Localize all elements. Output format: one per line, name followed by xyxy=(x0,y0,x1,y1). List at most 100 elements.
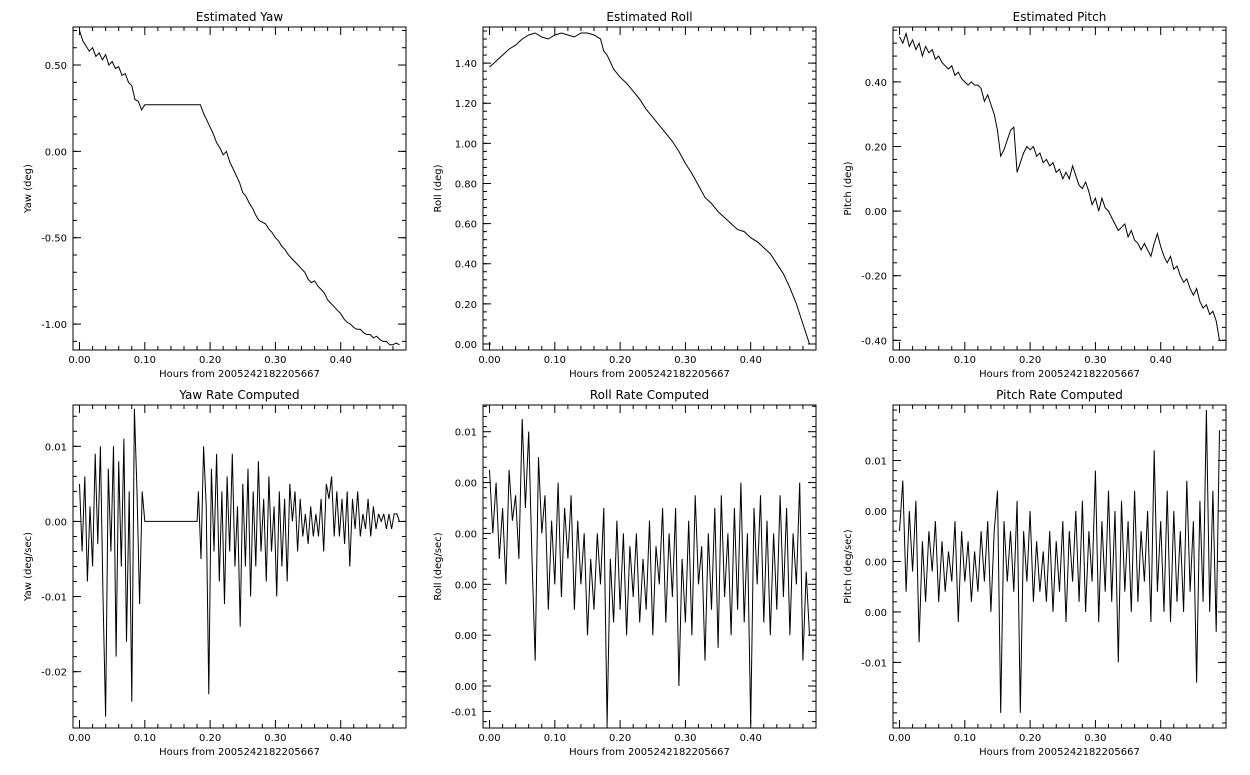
x-tick-label-pitch: 0.10 xyxy=(954,355,976,366)
plot-frame-pitch xyxy=(892,26,1227,351)
chart-title-pitch: Estimated Pitch xyxy=(1013,10,1107,24)
y-tick-label-pitch: -0.40 xyxy=(861,336,887,347)
x-tick-label-roll-rate: 0.40 xyxy=(740,733,762,744)
series-line-yaw xyxy=(79,30,400,346)
y-tick-label-pitch: 0.20 xyxy=(865,143,887,154)
x-tick-label-roll: 0.20 xyxy=(609,355,631,366)
x-tick-label-pitch: 0.20 xyxy=(1019,355,1041,366)
chart-pitch-rate: Pitch Rate Computed Hours from 2005242182… xyxy=(843,388,1227,758)
y-tick-label-yaw-rate: 0.01 xyxy=(45,442,67,453)
x-tick-label-yaw-rate: 0.20 xyxy=(199,733,221,744)
chart-yaw: Estimated Yaw Hours from 2005242182205667… xyxy=(23,10,407,380)
y-tick-label-roll: 0.20 xyxy=(455,300,477,311)
y-tick-label-roll-rate: 0.00 xyxy=(455,631,477,642)
y-axis-label-pitch: Pitch (deg) xyxy=(843,161,854,215)
plot-frame-roll xyxy=(482,26,817,351)
chart-title-pitch-rate: Pitch Rate Computed xyxy=(996,388,1123,402)
y-tick-label-pitch: 0.00 xyxy=(865,207,887,218)
y-axis-label-roll: Roll (deg) xyxy=(433,164,444,212)
x-tick-label-yaw: 0.10 xyxy=(134,355,156,366)
y-tick-label-roll-rate: 0.00 xyxy=(455,682,477,693)
y-tick-label-pitch: 0.40 xyxy=(865,78,887,89)
y-tick-label-pitch-rate: 0.01 xyxy=(865,457,887,468)
y-tick-label-yaw-rate: -0.01 xyxy=(41,593,67,604)
y-tick-label-roll-rate: 0.00 xyxy=(455,529,477,540)
series-line-pitch-rate xyxy=(899,409,1220,713)
y-tick-label-pitch-rate: 0.00 xyxy=(865,557,887,568)
series-line-roll xyxy=(489,32,810,345)
x-tick-label-roll-rate: 0.00 xyxy=(478,733,500,744)
plot-frame-roll-rate xyxy=(482,404,817,729)
x-axis-label-pitch-rate: Hours from 2005242182205667 xyxy=(979,747,1140,758)
x-tick-label-yaw: 0.20 xyxy=(199,355,221,366)
y-tick-label-roll: 0.60 xyxy=(455,220,477,231)
x-tick-label-yaw-rate: 0.00 xyxy=(68,733,90,744)
chart-yaw-rate: Yaw Rate Computed Hours from 200524218220… xyxy=(23,388,407,758)
x-axis-label-pitch: Hours from 2005242182205667 xyxy=(979,369,1140,380)
y-tick-label-roll-rate: -0.01 xyxy=(451,707,477,718)
series-line-yaw-rate xyxy=(79,408,400,717)
y-tick-label-pitch-rate: 0.00 xyxy=(865,507,887,518)
y-tick-label-pitch-rate: 0.00 xyxy=(865,608,887,619)
plot-frame-yaw-rate xyxy=(72,404,407,729)
x-tick-label-yaw: 0.40 xyxy=(330,355,352,366)
x-tick-label-pitch-rate: 0.00 xyxy=(888,733,910,744)
x-tick-label-yaw-rate: 0.30 xyxy=(264,733,286,744)
y-axis-label-pitch-rate: Pitch (deg/sec) xyxy=(843,529,854,604)
x-tick-label-roll: 0.00 xyxy=(478,355,500,366)
x-tick-label-yaw-rate: 0.40 xyxy=(330,733,352,744)
plot-frame-pitch-rate xyxy=(892,404,1227,729)
x-tick-label-roll: 0.30 xyxy=(674,355,696,366)
y-tick-label-roll: 1.40 xyxy=(455,59,477,70)
chart-title-roll-rate: Roll Rate Computed xyxy=(590,388,709,402)
y-tick-label-roll-rate: 0.00 xyxy=(455,479,477,490)
y-tick-label-roll: 0.40 xyxy=(455,260,477,271)
x-tick-label-pitch: 0.00 xyxy=(888,355,910,366)
x-tick-label-roll-rate: 0.10 xyxy=(544,733,566,744)
y-tick-label-pitch: -0.20 xyxy=(861,272,887,283)
x-tick-label-pitch-rate: 0.30 xyxy=(1084,733,1106,744)
x-tick-label-pitch: 0.30 xyxy=(1084,355,1106,366)
y-tick-label-yaw: 0.00 xyxy=(45,147,67,158)
y-tick-label-yaw-rate: -0.02 xyxy=(41,668,67,679)
x-tick-label-yaw-rate: 0.10 xyxy=(134,733,156,744)
y-tick-label-roll-rate: 0.01 xyxy=(455,428,477,439)
x-tick-label-pitch-rate: 0.20 xyxy=(1019,733,1041,744)
y-axis-label-yaw-rate: Yaw (deg/sec) xyxy=(23,532,34,602)
x-tick-label-yaw: 0.30 xyxy=(264,355,286,366)
y-tick-label-roll: 1.20 xyxy=(455,99,477,110)
x-tick-label-yaw: 0.00 xyxy=(68,355,90,366)
y-tick-label-yaw-rate: 0.00 xyxy=(45,517,67,528)
x-tick-label-roll-rate: 0.20 xyxy=(609,733,631,744)
chart-title-yaw: Estimated Yaw xyxy=(196,10,283,24)
series-line-pitch xyxy=(899,31,1220,341)
x-axis-label-roll-rate: Hours from 2005242182205667 xyxy=(569,747,730,758)
chart-roll-rate: Roll Rate Computed Hours from 20052421822… xyxy=(433,388,817,758)
x-tick-label-pitch: 0.40 xyxy=(1150,355,1172,366)
x-axis-label-roll: Hours from 2005242182205667 xyxy=(569,369,730,380)
y-axis-label-yaw: Yaw (deg) xyxy=(23,164,34,214)
y-tick-label-roll-rate: 0.00 xyxy=(455,580,477,591)
x-axis-label-yaw-rate: Hours from 2005242182205667 xyxy=(159,747,320,758)
x-tick-label-roll-rate: 0.30 xyxy=(674,733,696,744)
x-tick-label-roll: 0.10 xyxy=(544,355,566,366)
chart-roll: Estimated Roll Hours from 200524218220566… xyxy=(433,10,817,380)
x-tick-label-pitch-rate: 0.40 xyxy=(1150,733,1172,744)
chart-pitch: Estimated Pitch Hours from 20052421822056… xyxy=(843,10,1227,380)
x-tick-label-roll: 0.40 xyxy=(740,355,762,366)
x-axis-label-yaw: Hours from 2005242182205667 xyxy=(159,369,320,380)
series-line-roll-rate xyxy=(489,418,810,725)
y-axis-label-roll-rate: Roll (deg/sec) xyxy=(433,532,444,600)
y-tick-label-yaw: -0.50 xyxy=(41,234,67,245)
y-tick-label-roll: 0.80 xyxy=(455,179,477,190)
chart-title-roll: Estimated Roll xyxy=(606,10,692,24)
chart-title-yaw-rate: Yaw Rate Computed xyxy=(178,388,299,402)
x-tick-label-pitch-rate: 0.10 xyxy=(954,733,976,744)
y-tick-label-yaw: 0.50 xyxy=(45,61,67,72)
y-tick-label-roll: 1.00 xyxy=(455,139,477,150)
plot-frame-yaw xyxy=(72,26,407,351)
y-tick-label-roll: 0.00 xyxy=(455,340,477,351)
y-tick-label-pitch-rate: -0.01 xyxy=(861,658,887,669)
